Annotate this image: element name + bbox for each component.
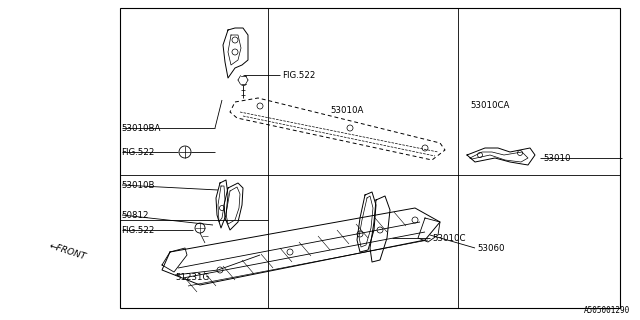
Text: 53010BA: 53010BA [121,124,161,132]
Text: ←FRONT: ←FRONT [48,242,87,262]
Text: FIG.522: FIG.522 [121,226,154,235]
Text: 51231G: 51231G [175,274,209,283]
Text: 53010C: 53010C [432,234,465,243]
Text: FIG.522: FIG.522 [282,70,316,79]
Text: FIG.522: FIG.522 [121,148,154,156]
Text: 50812: 50812 [121,211,148,220]
Bar [120,8,620,308]
Text: A505001290: A505001290 [584,306,630,315]
Text: 53010B: 53010B [121,180,154,189]
Text: 53060: 53060 [477,244,504,252]
Text: 53010CA: 53010CA [470,100,509,109]
Text: 53010: 53010 [543,154,570,163]
Text: 53010A: 53010A [330,106,364,115]
